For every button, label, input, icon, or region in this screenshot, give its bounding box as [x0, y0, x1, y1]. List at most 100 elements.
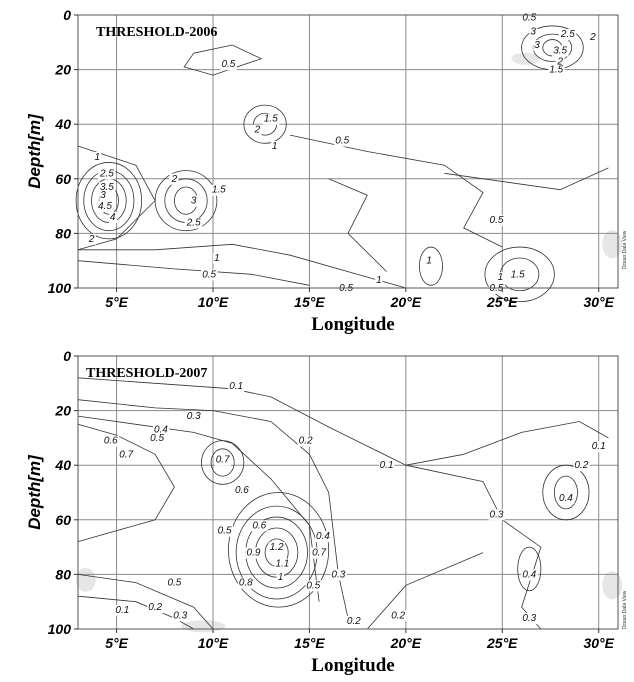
contour-label-background [99, 190, 108, 202]
contour-line [77, 574, 214, 630]
contour-value-label: 1.5 [212, 185, 226, 196]
contour-value-label: 0.2 [391, 610, 405, 621]
contour-label-background [390, 610, 407, 622]
contour-chart-2006: 0.53 2.5 23 3.521.50.51.521 0.512.5 23.534.54… [25, 7, 628, 335]
contour-label-background [274, 558, 291, 570]
contour-value-label: 2.5 [99, 168, 114, 179]
contour-label-background [233, 484, 251, 496]
contour-label-background [189, 195, 198, 207]
contour-value-label: 0.4 [316, 531, 330, 542]
contour-line [77, 415, 320, 602]
contour-label-background [375, 274, 383, 286]
contour-line [77, 377, 464, 466]
contour-line [517, 546, 542, 592]
y-axis-title: Depth[m] [25, 113, 44, 189]
contour-line [542, 464, 590, 521]
contour-lines [77, 377, 609, 630]
contour-label-background [169, 173, 179, 185]
contour-label-background [93, 151, 102, 163]
contour-value-label: 0.5 [167, 578, 181, 589]
contour-label-background [97, 201, 114, 213]
contour-label-background [149, 432, 166, 444]
x-tick-label: 5°E [105, 635, 128, 651]
contour-line [553, 475, 578, 510]
chart-title: THRESHOLD-2006 [96, 25, 217, 40]
y-tick-label: 0 [63, 348, 71, 364]
contour-label-background [270, 141, 279, 153]
contour-value-label: 0.5 [335, 136, 349, 147]
contour-label-background [529, 26, 538, 38]
contour-value-label: 1.1 [275, 558, 289, 569]
contour-label-background [276, 572, 285, 584]
contour-line [328, 178, 387, 272]
chart-panel-2006: 0.5 3 2.5 2 3 3.5 2 1.5 0.5 1.5 2 1 0.5 1 2.5 2 3.5 3 4.5 4… [25, 7, 628, 335]
x-tick-label: 25°E [486, 635, 518, 651]
contour-value-label: 0.1 [380, 460, 394, 471]
contour-label-background [97, 168, 116, 180]
y-tick-label: 80 [55, 225, 71, 241]
contour-label-background [557, 492, 575, 504]
contour-value-label: 3 [534, 40, 540, 51]
contour-label-background [213, 252, 221, 264]
contour-value-label: 0.2 [347, 616, 361, 627]
y-tick-label: 80 [55, 566, 71, 582]
contour-value-label: 0.7 [119, 449, 133, 460]
contour-line [228, 492, 330, 608]
contour-value-label: 3.5 [100, 182, 114, 193]
contour-value-label: 0.6 [252, 520, 266, 531]
contour-line [210, 448, 235, 477]
contour-label-background [345, 615, 363, 627]
contour-label-background [555, 56, 565, 68]
contour-value-label: 1.5 [264, 114, 278, 125]
contour-value-label: 3 [100, 190, 106, 201]
y-tick-label: 60 [55, 171, 71, 187]
contour-value-label: 4 [110, 212, 116, 223]
contour-line [77, 145, 156, 251]
contour-value-label: 2 [556, 56, 563, 67]
contour-value-label: 3 [191, 196, 197, 207]
contour-label-background [172, 610, 189, 622]
contour-label-background [305, 580, 322, 592]
contour-value-label: 3 [530, 26, 536, 37]
contour-label-background [558, 29, 577, 41]
contour-label-background [118, 449, 135, 461]
contour-label-background [552, 45, 569, 57]
contour-line [484, 246, 555, 303]
contour-value-label: 1.2 [270, 542, 284, 553]
y-tick-label: 100 [48, 621, 72, 637]
contour-label-background [214, 454, 232, 466]
contour-value-label: 0.4 [522, 569, 536, 580]
contour-label-background [251, 520, 268, 532]
y-tick-label: 100 [48, 280, 72, 296]
contour-label-background [330, 569, 347, 581]
contour-label-background [311, 547, 328, 559]
contour-line [367, 552, 484, 630]
contour-label-background [334, 135, 351, 147]
contour-line [243, 104, 287, 144]
contour-value-label: 1 [272, 141, 278, 152]
contour-value-label: 0.1 [229, 381, 243, 392]
contour-value-label: 1 [214, 253, 220, 264]
y-tick-label: 20 [54, 403, 71, 419]
contour-label-background [521, 613, 538, 625]
contour-value-label: 0.3 [331, 569, 345, 580]
contour-value-label: 1 [95, 152, 101, 163]
x-tick-label: 30°E [583, 294, 614, 310]
contour-label-background [509, 269, 527, 281]
x-tick-label: 5°E [105, 294, 128, 310]
contour-label-background [210, 184, 228, 196]
x-axis-title: Longitude [311, 655, 394, 676]
contour-value-label: 0.5 [306, 580, 320, 591]
contour-label-background [590, 441, 607, 453]
contour-line [183, 44, 263, 76]
contour-value-label: 0.7 [216, 455, 230, 466]
y-tick-label: 40 [54, 457, 71, 473]
contour-label-background [102, 435, 120, 447]
contour-value-label: 0.4 [154, 425, 168, 436]
contour-value-label: 2 [254, 125, 261, 136]
contour-value-label: 0.6 [235, 485, 249, 496]
x-tick-label: 25°E [486, 294, 518, 310]
y-axis-title: Depth[m] [25, 454, 44, 530]
contour-line [444, 167, 609, 191]
contour-value-label: 0.5 [150, 433, 164, 444]
